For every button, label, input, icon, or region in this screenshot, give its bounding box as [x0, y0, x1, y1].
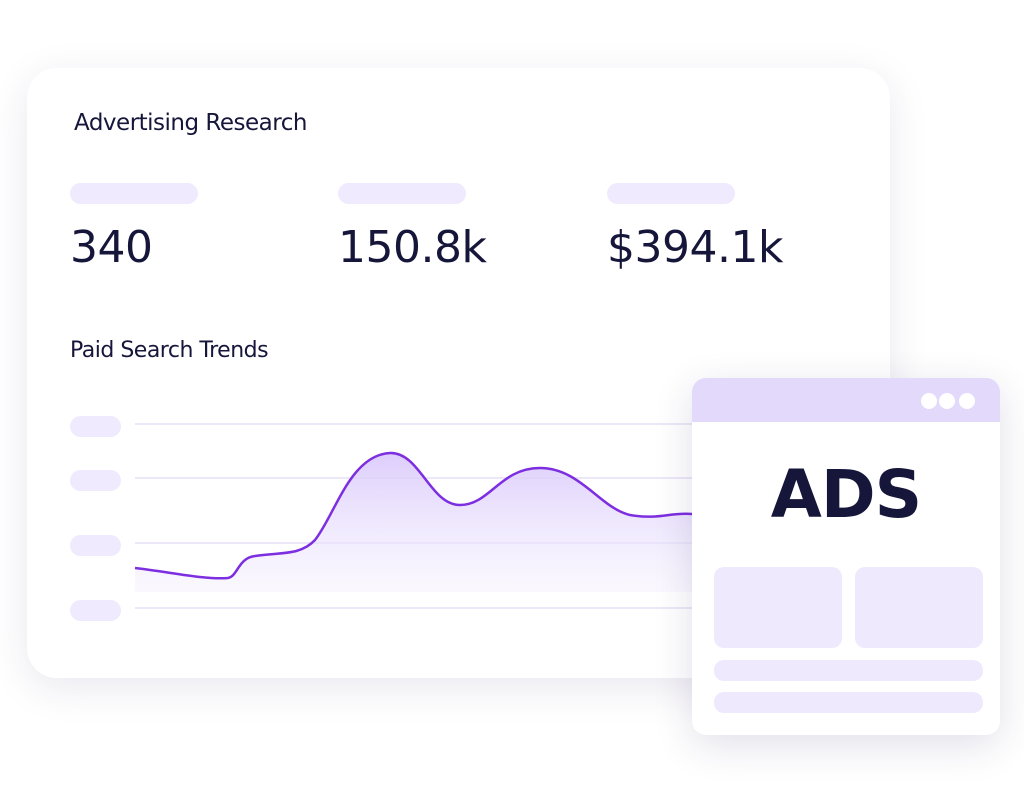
ad-block: [855, 567, 983, 648]
ad-window: ADS: [692, 378, 1000, 735]
axis-placeholders: [70, 416, 121, 621]
placeholder: [70, 183, 198, 204]
ad-label: ADS: [770, 456, 922, 533]
trend-line: [134, 451, 693, 580]
trend-area: [135, 452, 692, 592]
window-dot: [939, 393, 955, 409]
ad-block: [714, 567, 842, 648]
window-dot: [959, 393, 975, 409]
metric: $394.1k: [607, 222, 783, 273]
section-title: Paid Search Trends: [70, 338, 269, 363]
ad-bar: [714, 660, 983, 681]
card-title: Advertising Research: [74, 110, 307, 136]
placeholder: [338, 183, 466, 204]
metric: 150.8k: [338, 222, 487, 273]
placeholder: [607, 183, 735, 204]
ad-bar: [714, 692, 983, 713]
metric: 340: [70, 222, 153, 273]
window-dot: [921, 393, 937, 409]
